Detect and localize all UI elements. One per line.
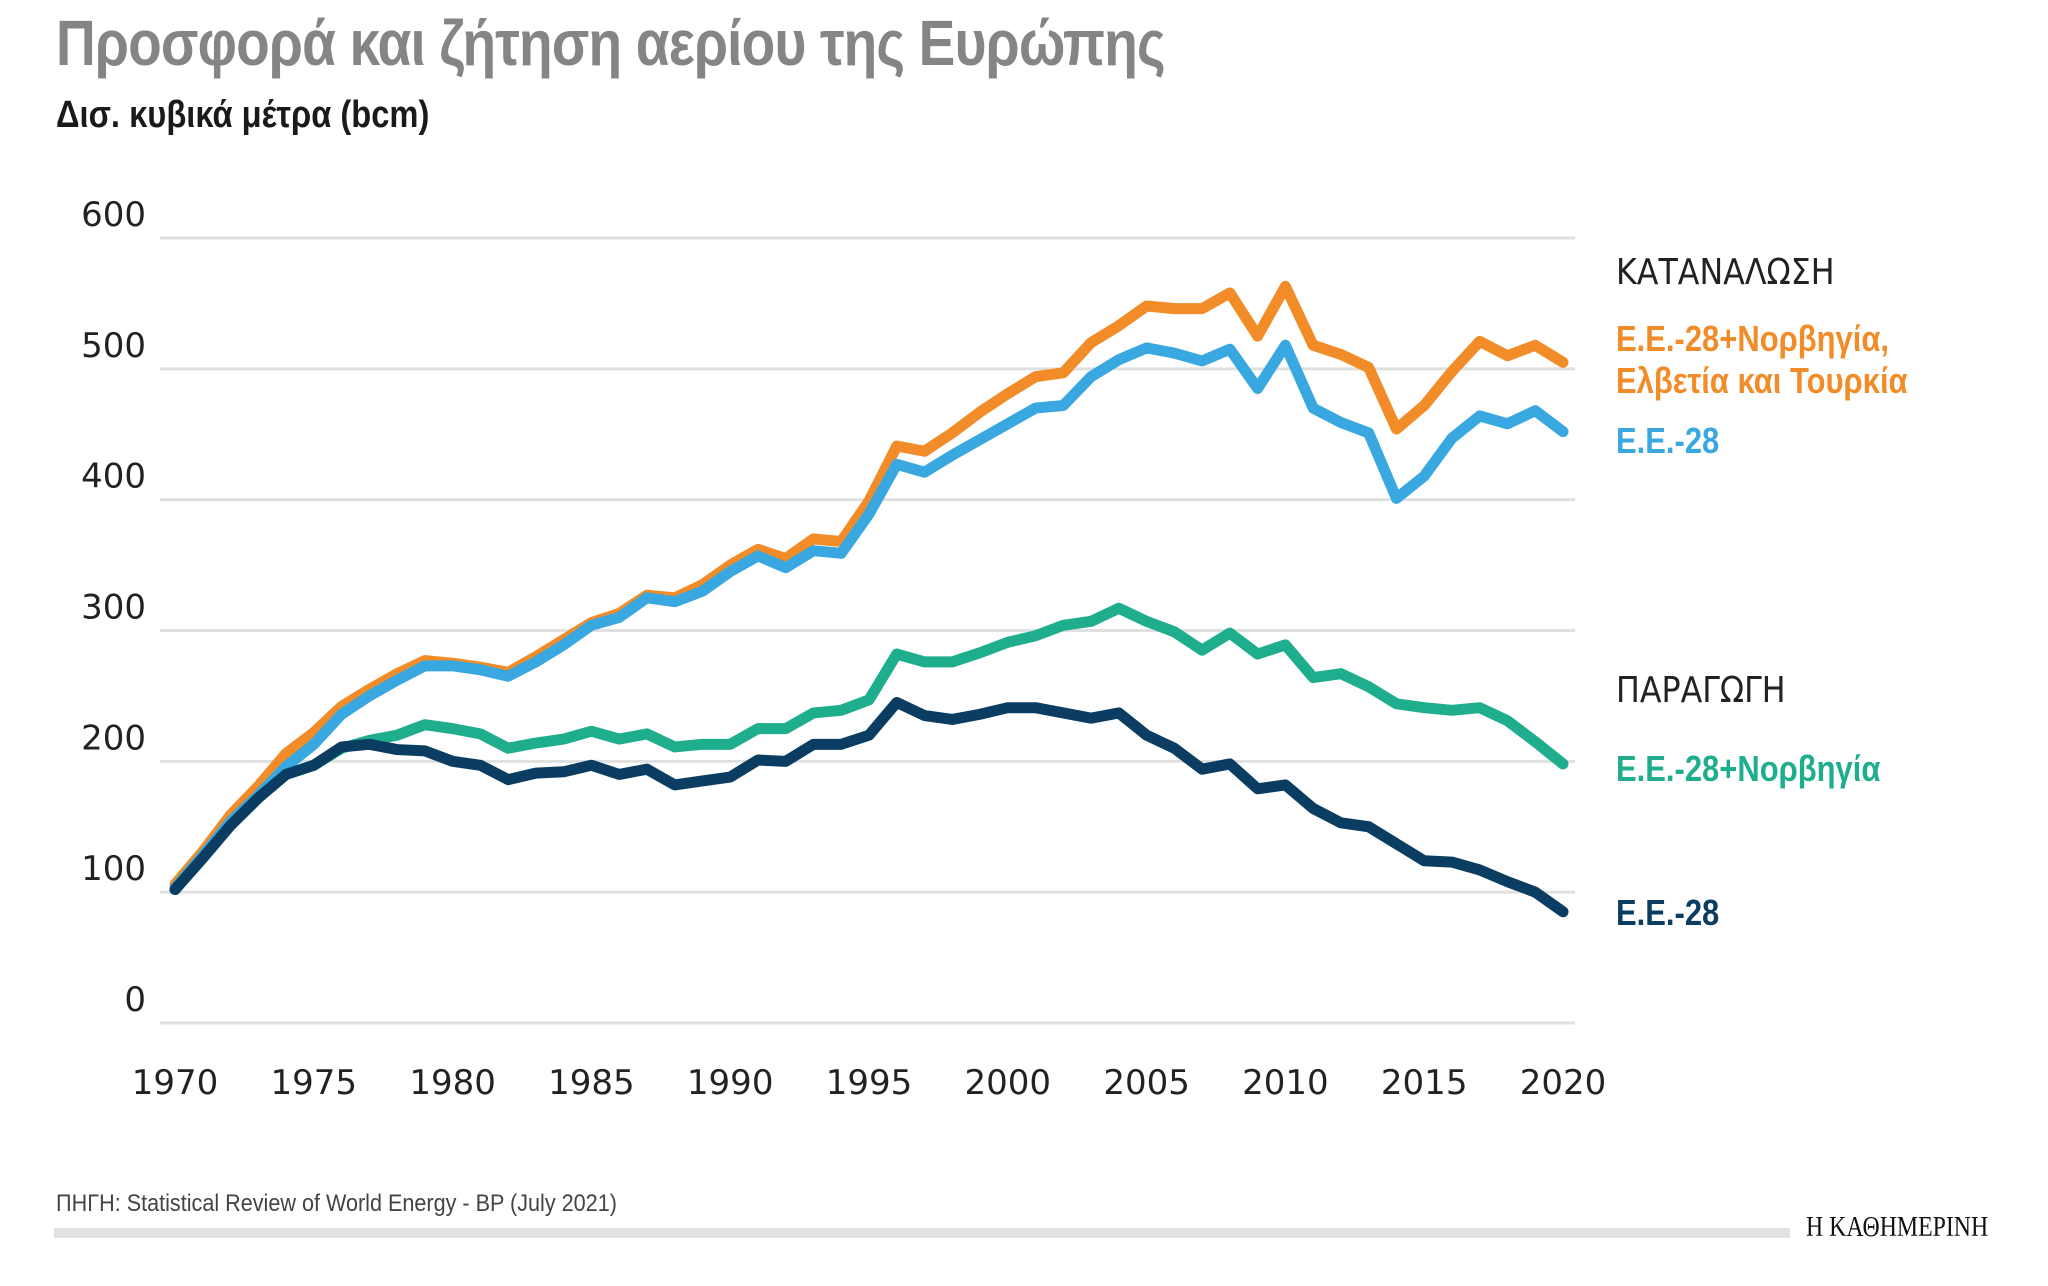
x-tick-label: 1995 (826, 1063, 913, 1103)
legend-eu28-norway-production: Ε.Ε.-28+Νορβηγία (1616, 748, 1881, 789)
x-tick-label: 2020 (1520, 1063, 1607, 1103)
x-tick-label: 2010 (1242, 1063, 1329, 1103)
x-tick-label: 1990 (687, 1063, 774, 1103)
y-tick-label: 0 (124, 980, 146, 1020)
x-tick-label: 1985 (548, 1063, 635, 1103)
group-label-consumption: ΚΑΤΑΝΑΛΩΣΗ (1616, 252, 1835, 293)
y-tick-label: 600 (81, 195, 146, 235)
chart-subtitle: Δισ. κυβικά μέτρα (bcm) (56, 94, 430, 136)
x-tick-label: 2015 (1381, 1063, 1468, 1103)
series-line-1 (169, 339, 1569, 894)
series-line-3 (169, 696, 1569, 918)
y-tick-label: 400 (81, 457, 146, 497)
source-note: ΠΗΓΗ: Statistical Review of World Energy… (56, 1190, 617, 1217)
x-tick-label: 1975 (271, 1063, 358, 1103)
x-tick-label: 1980 (409, 1063, 496, 1103)
legend-eu28-consumption: Ε.Ε.-28 (1616, 420, 1720, 461)
legend-eu28-production: Ε.Ε.-28 (1616, 892, 1720, 933)
y-tick-label: 200 (81, 718, 146, 758)
legend-line: Ελβετία και Τουρκία (1616, 360, 1908, 401)
legend-line: Ε.Ε.-28+Νορβηγία, (1616, 318, 1890, 359)
y-tick-label: 300 (81, 588, 146, 628)
x-tick-label: 1970 (132, 1063, 219, 1103)
x-tick-label: 2000 (965, 1063, 1052, 1103)
series-line-0 (169, 280, 1569, 890)
group-label-production: ΠΑΡΑΓΩΓΗ (1616, 670, 1786, 711)
series-line-2 (169, 602, 1569, 896)
publisher-logo: Η ΚΑΘΗΜΕΡΙΝΗ (1806, 1212, 1989, 1243)
chart-title: Προσφορά και ζήτηση αερίου της Ευρώπης (56, 7, 1166, 79)
footer-divider (54, 1228, 1790, 1238)
y-tick-label: 500 (81, 326, 146, 366)
x-tick-label: 2005 (1103, 1063, 1190, 1103)
y-tick-label: 100 (81, 849, 146, 889)
legend-eu28-norway-switzerland-turkey: Ε.Ε.-28+Νορβηγία, Ελβετία και Τουρκία (1616, 318, 1908, 402)
